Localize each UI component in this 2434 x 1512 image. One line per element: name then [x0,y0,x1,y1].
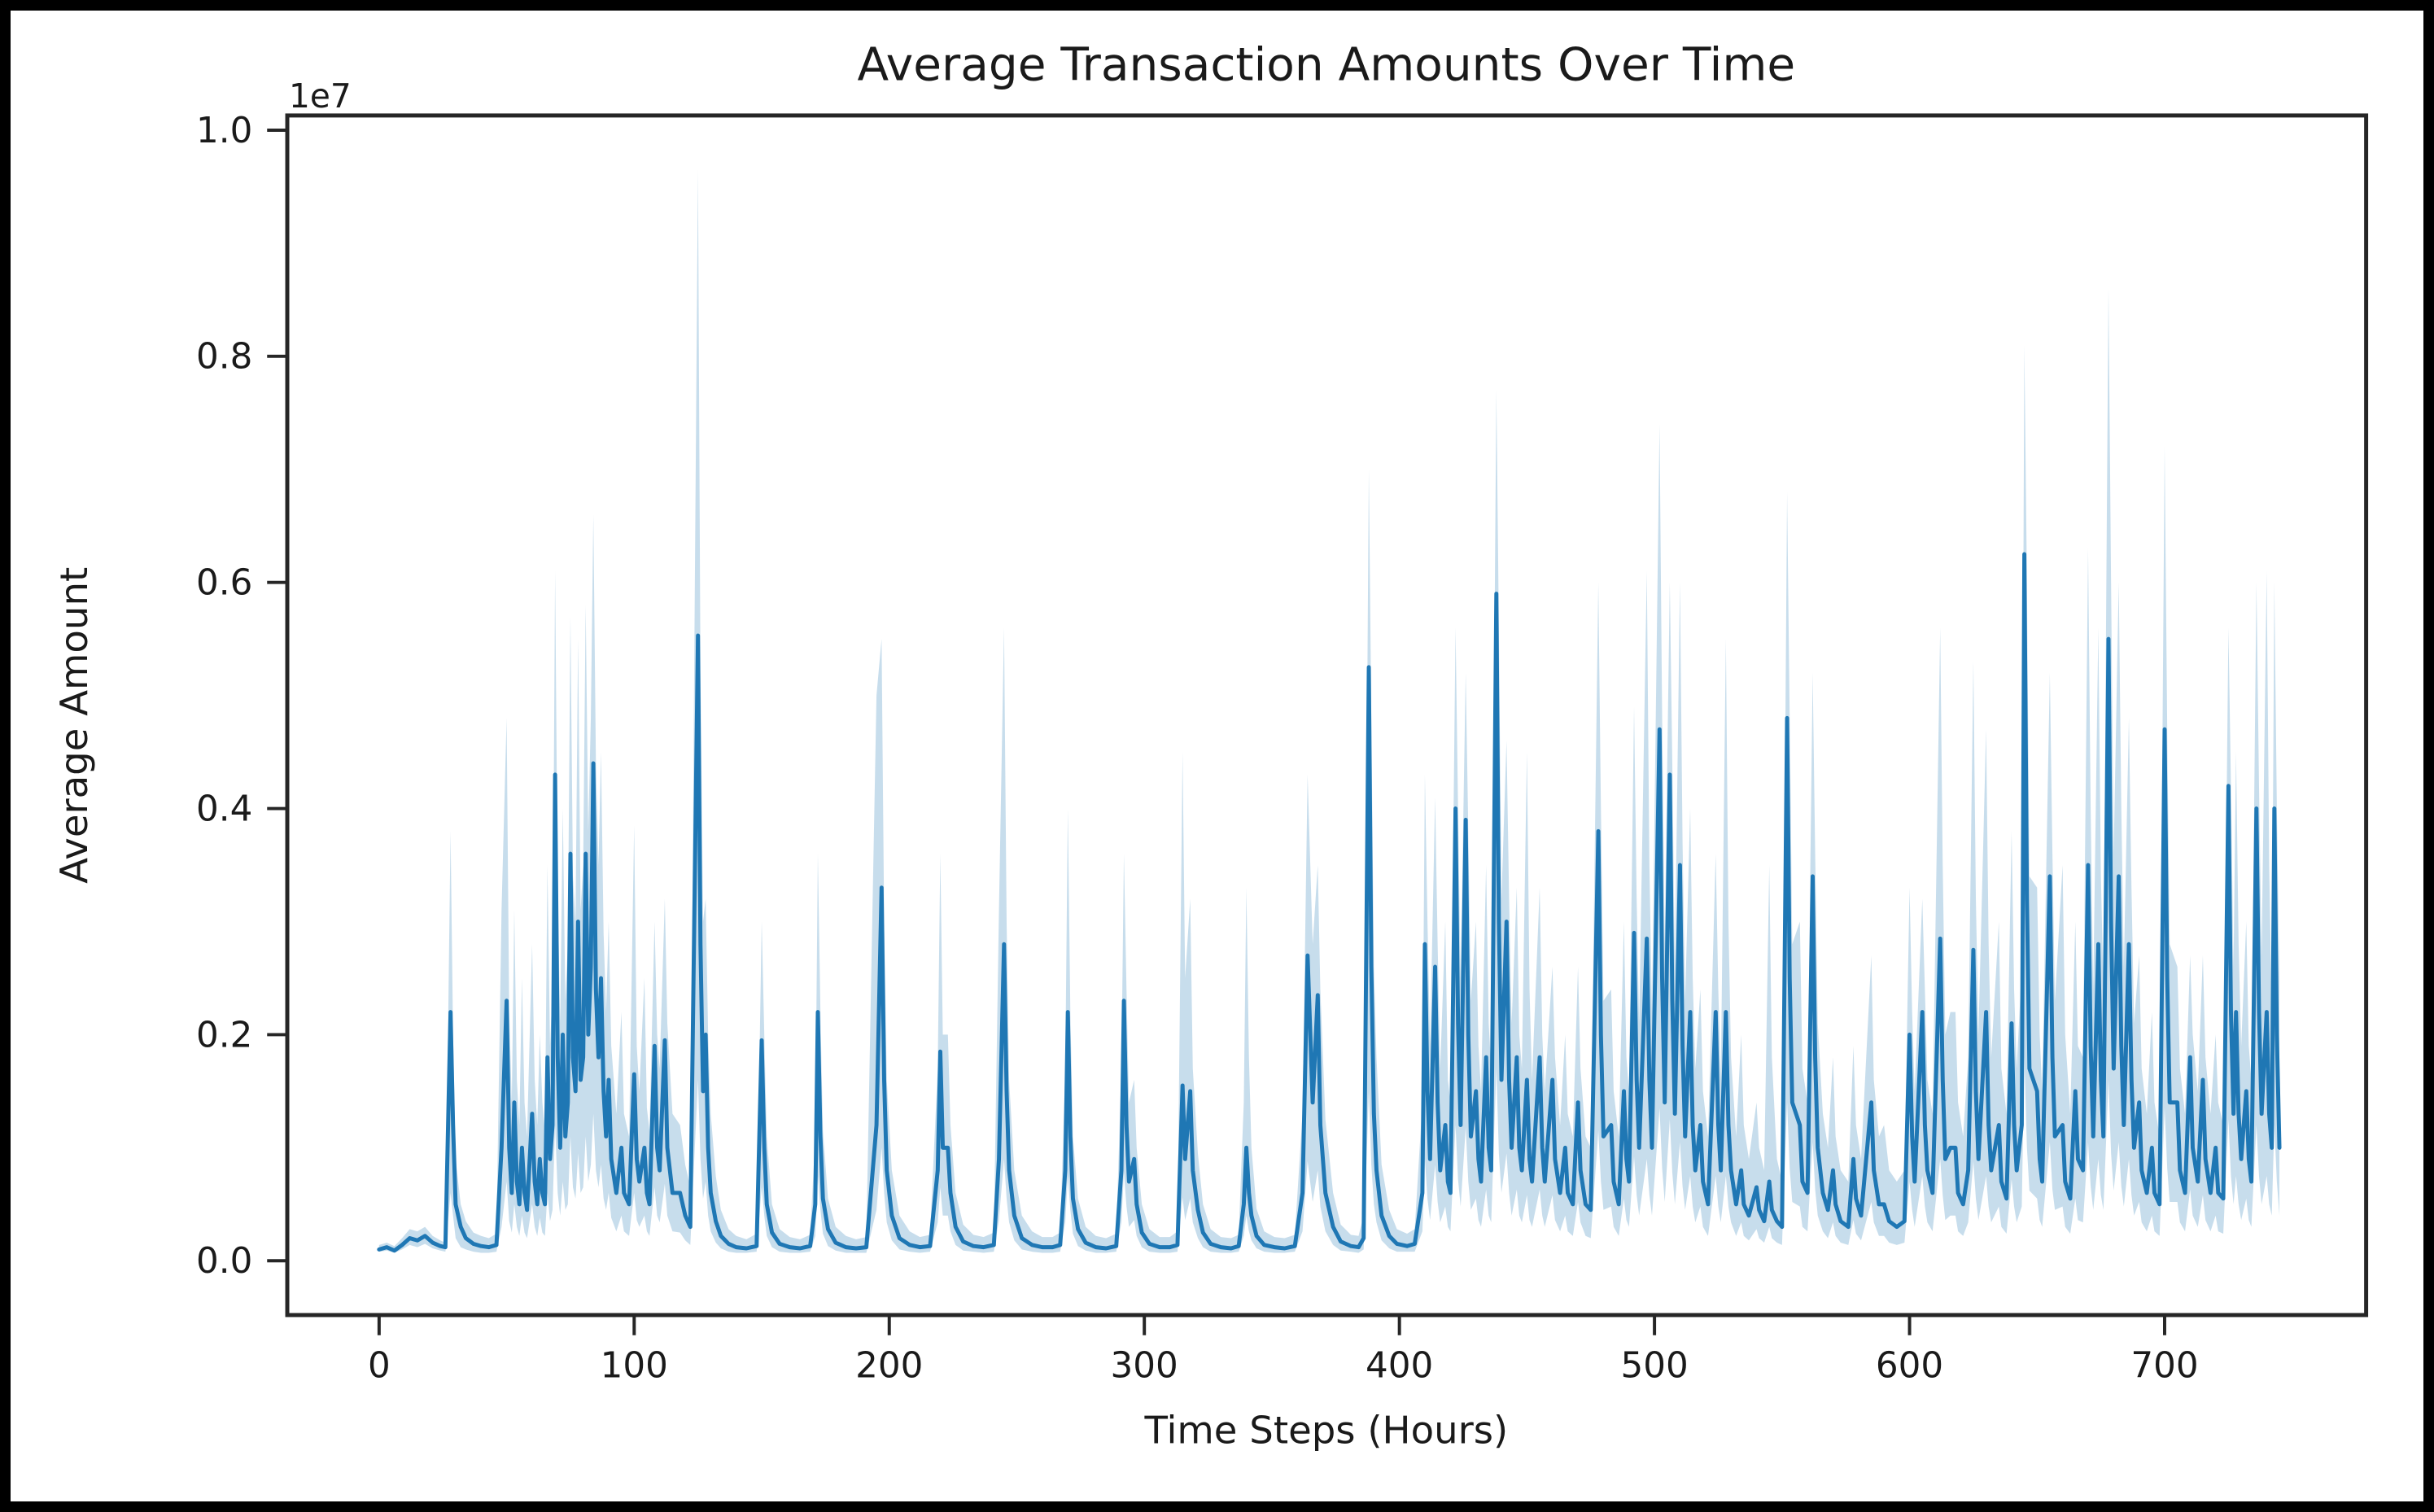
x-tick-label: 200 [855,1345,923,1386]
y-tick-label: 0.0 [196,1241,252,1282]
x-tick-label: 100 [601,1345,668,1386]
x-tick-label: 300 [1111,1345,1178,1386]
chart-canvas: 0 100 200 300 400 500 600 700 0.0 0.2 0.4 0.6 0.8 1.0… [52,38,2369,1453]
y-tick-label: 1.0 [196,111,252,151]
axis-ticks [267,128,2166,1335]
x-tick-label: 600 [1876,1345,1943,1386]
x-tick-label: 0 [368,1345,391,1386]
y-tick-label: 0.4 [196,789,252,829]
axes-spines [285,113,2369,1318]
y-axis-label: Average Amount [52,567,96,884]
plot-border [285,113,2369,1318]
chart-title: Average Transaction Amounts Over Time [857,38,1795,91]
mean-line [377,552,2282,1253]
y-axis-offset-text: 1e7 [289,76,352,116]
axis-tick-labels: 0 100 200 300 400 500 600 700 0.0 0.2 0.4 0.6 0.8 1.0 [196,111,2199,1386]
y-tick-label: 0.8 [196,337,252,378]
x-tick-label: 500 [1620,1345,1688,1386]
line-chart [377,169,2282,1253]
y-tick-label: 0.2 [196,1015,252,1055]
y-tick-label: 0.6 [196,563,252,604]
confidence-band [378,169,2280,1253]
x-tick-label: 700 [2130,1345,2198,1386]
x-axis-label: Time Steps (Hours) [1143,1409,1508,1453]
x-tick-label: 400 [1366,1345,1433,1386]
